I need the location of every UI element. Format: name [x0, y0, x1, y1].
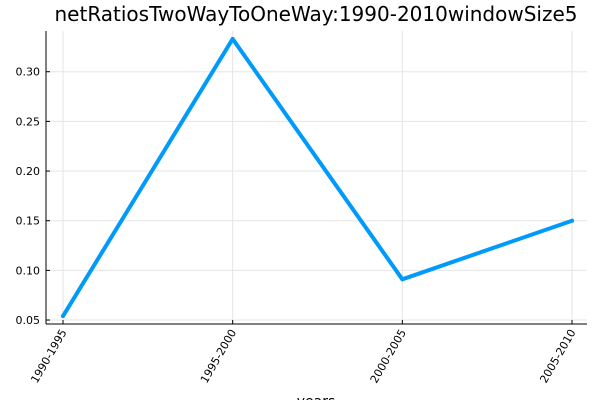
data-point — [570, 218, 574, 223]
y-tick-label: 0.05 — [16, 314, 41, 327]
data-point — [61, 314, 65, 319]
grid — [46, 31, 587, 324]
chart-title: netRatiosTwoWayToOneWay:1990-2010windowS… — [55, 2, 578, 26]
x-tick-label: 1995-2000 — [198, 327, 239, 385]
y-tick-label: 0.15 — [16, 215, 41, 228]
plot-area — [61, 36, 574, 319]
y-axis-ticks: 0.05 0.10 0.15 0.20 0.25 0.30 — [16, 66, 50, 327]
y-tick-label: 0.20 — [16, 165, 41, 178]
x-axis-ticks: 1990-1995 1995-2000 2000-2005 2005-2010 — [28, 320, 579, 385]
y-tick-label: 0.30 — [16, 66, 41, 79]
y-tick-label: 0.10 — [16, 264, 41, 277]
data-point — [400, 277, 405, 282]
y-tick-label: 0.25 — [16, 115, 41, 128]
x-tick-label: 2000-2005 — [368, 327, 409, 385]
series-line — [61, 36, 574, 319]
x-axis-label: years — [297, 394, 336, 400]
data-point — [230, 36, 235, 41]
x-tick-label: 2005-2010 — [537, 327, 578, 385]
x-tick-label: 1990-1995 — [28, 327, 69, 385]
